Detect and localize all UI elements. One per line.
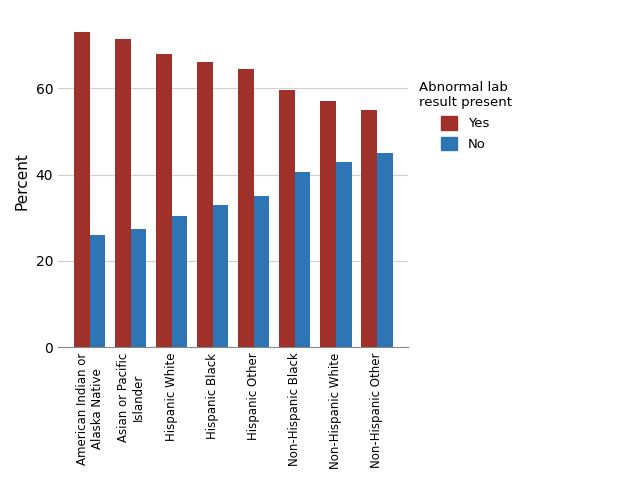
Bar [361,110,377,347]
Bar [279,91,295,347]
Bar [197,62,213,347]
Bar [74,32,90,347]
Bar [172,215,187,347]
Bar [320,101,336,347]
Y-axis label: Percent: Percent [15,152,30,210]
Bar [156,54,172,347]
Legend: Yes, No: Yes, No [419,81,511,151]
Bar [115,39,131,347]
Bar [213,205,229,347]
Bar [90,235,105,347]
Bar [254,196,269,347]
Bar [295,172,310,347]
Bar [131,228,146,347]
Bar [377,153,393,347]
Bar [336,162,352,347]
Bar [238,69,254,347]
